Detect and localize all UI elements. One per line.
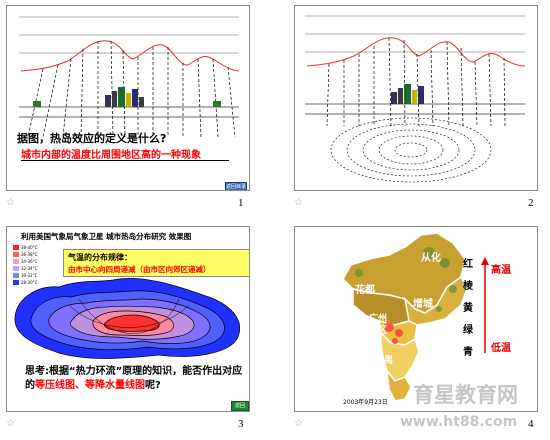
slide-1[interactable]: 据图，热岛效应的定义是什么? 城市内部的温度比周围地区高的一种现象 返回目录	[6, 5, 250, 191]
guangzhou-temperature-map	[342, 232, 468, 402]
heat-island-map	[14, 277, 241, 359]
legend-item: 32-34°C	[13, 265, 57, 272]
temperature-scale: 红 棱 黄 绿 青	[463, 255, 477, 365]
pattern-box-body: 由市中心向四周递减（由市区向郊区递减）	[68, 265, 211, 274]
slide-3-star-icon: ☆	[6, 418, 15, 429]
legend-item: 36-38°C	[13, 251, 57, 258]
legend-item: 28-30°C	[13, 279, 57, 286]
slide-4[interactable]: 从化 花都 增城 广州市区 番禺 2003年9月23日 红 棱 黄 绿 青 高温…	[294, 226, 538, 412]
slide-2[interactable]	[294, 5, 538, 191]
question-text: 据图，热岛效应的定义是什么?	[17, 130, 166, 146]
temperature-profile-chart	[19, 16, 240, 138]
label-huadu: 花都	[355, 285, 375, 296]
legend-item: 38-40°C	[13, 244, 57, 251]
slide-1-star-icon: ☆	[6, 197, 15, 208]
pattern-box-title: 气温的分布规律：	[68, 253, 132, 262]
legend-swatch	[13, 266, 19, 271]
legend-item: 34-36°C	[13, 258, 57, 265]
date-caption: 2003年9月23日	[343, 399, 388, 406]
scale-char: 黄	[463, 303, 473, 314]
legend-label: 36-38°C	[21, 252, 38, 257]
slide-3-number: 3	[238, 418, 244, 430]
slide-4-number: 4	[528, 418, 534, 430]
slide-3[interactable]: 利用美国气象局气象卫星 城市热岛分布研究 效果图 38-40°C 36-38°C…	[6, 226, 250, 412]
scale-arrow	[481, 257, 489, 353]
pattern-box: 气温的分布规律： 由市中心向四周递减（由市区向郊区递减）	[63, 249, 249, 277]
think-question: 思考:根据“热力环流”原理的知识，能否作出对应的等压线图、等降水量线图呢?	[25, 365, 245, 393]
scale-char: 棱	[463, 281, 473, 292]
slide-1-number: 1	[238, 197, 244, 209]
profile-isotherm-chart	[305, 15, 526, 183]
legend-label: 32-34°C	[21, 266, 38, 271]
legend-swatch	[13, 245, 19, 250]
legend-swatch	[13, 273, 19, 278]
legend-label: 38-40°C	[21, 245, 38, 250]
legend-label: 34-36°C	[21, 259, 38, 264]
city-skyline	[33, 87, 221, 107]
watermark-line1: 育星教育网	[413, 383, 518, 407]
return-button[interactable]: 返回	[231, 401, 249, 411]
think-question-highlight: 等压线图、等降水量线图	[35, 380, 145, 391]
scale-char: 青	[463, 347, 473, 358]
isotherm-rings	[330, 117, 492, 183]
legend-item: 30-32°C	[13, 272, 57, 279]
question-line: 据图，热岛效应的定义是什么?	[17, 132, 167, 145]
temperature-legend: 38-40°C 36-38°C 34-36°C 32-34°C 30-32°C …	[13, 244, 57, 286]
think-question-tail: 呢?	[145, 380, 161, 391]
scale-high: 高温	[491, 265, 511, 276]
legend-swatch	[13, 252, 19, 257]
underline	[21, 160, 229, 161]
legend-swatch	[13, 259, 19, 264]
legend-label: 28-30°C	[21, 280, 38, 285]
slide-2-number: 2	[528, 197, 534, 209]
slide-title: 利用美国气象局气象卫星 城市热岛分布研究 效果图	[21, 232, 192, 241]
slide-2-star-icon: ☆	[294, 197, 303, 208]
slide-4-star-icon: ☆	[294, 418, 303, 429]
legend-label: 30-32°C	[21, 273, 38, 278]
think-question-text: 思考:根据“热力环流”原理的知识，能否作出对应的	[25, 366, 243, 391]
answer-text: 城市内部的温度比周围地区高的一种现象	[21, 150, 201, 161]
label-conghua: 从化	[421, 253, 441, 264]
label-guangzhou: 广州市区	[369, 314, 388, 336]
scale-char: 红	[463, 259, 473, 270]
label-zengcheng: 增城	[413, 299, 433, 310]
label-panyu: 番禺	[375, 356, 394, 366]
watermark-line2: www.ht88.com	[400, 414, 518, 430]
legend-swatch	[13, 280, 19, 285]
return-button[interactable]: 返回目录	[225, 182, 247, 190]
scale-char: 绿	[463, 325, 473, 336]
scale-low: 低温	[491, 343, 511, 354]
